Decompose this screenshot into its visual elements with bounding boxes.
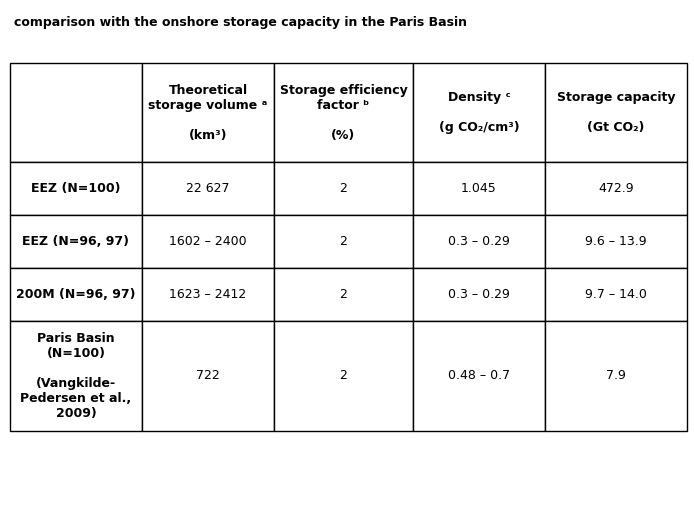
Text: Density ᶜ

(g CO₂/cm³): Density ᶜ (g CO₂/cm³) (439, 91, 519, 134)
Bar (274, 162, 413, 215)
Bar (10, 268, 142, 320)
Bar (274, 215, 413, 268)
Bar (10, 162, 142, 215)
Bar (10, 215, 142, 268)
Text: EEZ (N=96, 97): EEZ (N=96, 97) (22, 235, 129, 248)
Bar (413, 162, 545, 215)
Bar (274, 63, 413, 162)
Bar (413, 320, 545, 431)
Bar (142, 63, 274, 162)
Bar (274, 63, 413, 162)
Text: 1602 – 2400: 1602 – 2400 (169, 235, 247, 248)
Text: 2: 2 (339, 288, 348, 300)
Bar (545, 63, 687, 162)
Bar (545, 63, 687, 162)
Bar (10, 320, 142, 431)
Bar (142, 162, 274, 215)
Bar (274, 320, 413, 431)
Bar (545, 215, 687, 268)
Bar (545, 215, 687, 268)
Bar (274, 268, 413, 320)
Bar (10, 320, 142, 431)
Text: 22 627: 22 627 (186, 182, 230, 195)
Bar (142, 63, 274, 162)
Bar (274, 268, 413, 320)
Bar (142, 215, 274, 268)
Bar (10, 268, 142, 320)
Bar (142, 320, 274, 431)
Bar (413, 215, 545, 268)
Text: 2: 2 (339, 182, 348, 195)
Bar (274, 215, 413, 268)
Bar (10, 215, 142, 268)
Bar (545, 162, 687, 215)
Text: Theoretical
storage volume ᵃ

(km³): Theoretical storage volume ᵃ (km³) (149, 84, 268, 142)
Bar (142, 268, 274, 320)
Bar (274, 162, 413, 215)
Bar (413, 268, 545, 320)
Bar (413, 268, 545, 320)
Text: EEZ (N=100): EEZ (N=100) (31, 182, 121, 195)
Bar (142, 320, 274, 431)
Bar (413, 320, 545, 431)
Bar (10, 162, 142, 215)
Bar (545, 162, 687, 215)
Text: 1.045: 1.045 (461, 182, 497, 195)
Bar (10, 63, 142, 162)
Bar (545, 268, 687, 320)
Bar (10, 63, 142, 162)
Text: 9.7 – 14.0: 9.7 – 14.0 (585, 288, 647, 300)
Text: 1623 – 2412: 1623 – 2412 (169, 288, 246, 300)
Text: 7.9: 7.9 (606, 369, 626, 382)
Bar (413, 63, 545, 162)
Bar (142, 268, 274, 320)
Bar (274, 320, 413, 431)
Bar (545, 320, 687, 431)
Bar (413, 63, 545, 162)
Bar (142, 215, 274, 268)
Bar (545, 320, 687, 431)
Text: 0.3 – 0.29: 0.3 – 0.29 (448, 288, 510, 300)
Text: 2: 2 (339, 369, 348, 382)
Bar (413, 162, 545, 215)
Text: comparison with the onshore storage capacity in the Paris Basin: comparison with the onshore storage capa… (14, 16, 467, 29)
Text: Storage capacity

(Gt CO₂): Storage capacity (Gt CO₂) (557, 91, 675, 134)
Text: Paris Basin
(N=100)

(Vangkilde-
Pedersen et al.,
2009): Paris Basin (N=100) (Vangkilde- Pedersen… (20, 332, 131, 420)
Text: 0.48 – 0.7: 0.48 – 0.7 (448, 369, 510, 382)
Text: 9.6 – 13.9: 9.6 – 13.9 (585, 235, 647, 248)
Text: 722: 722 (196, 369, 220, 382)
Text: 472.9: 472.9 (598, 182, 634, 195)
Text: 200M (N=96, 97): 200M (N=96, 97) (16, 288, 135, 300)
Text: 2: 2 (339, 235, 348, 248)
Bar (545, 268, 687, 320)
Text: Storage efficiency
factor ᵇ

(%): Storage efficiency factor ᵇ (%) (280, 84, 407, 142)
Bar (413, 215, 545, 268)
Text: 0.3 – 0.29: 0.3 – 0.29 (448, 235, 510, 248)
Bar (142, 162, 274, 215)
